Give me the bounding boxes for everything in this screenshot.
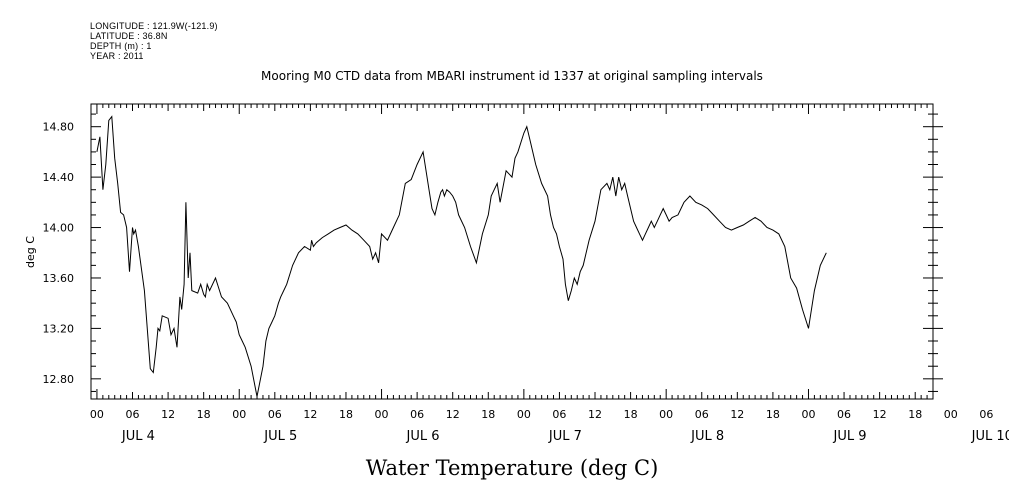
x-hour-tick-label: 00 — [90, 408, 104, 421]
x-hour-tick-label: 06 — [979, 408, 993, 421]
x-day-label: JUL 7 — [548, 429, 582, 444]
x-hour-tick-label: 18 — [908, 408, 922, 421]
longitude-text: LONGITUDE : 121.9W(-121.9) — [90, 21, 218, 31]
x-hour-tick-label: 00 — [517, 408, 531, 421]
year-text: YEAR : 2011 — [90, 51, 144, 61]
x-hour-tick-label: 06 — [126, 408, 140, 421]
x-hour-tick-label: 06 — [410, 408, 424, 421]
x-hour-tick-label: 06 — [552, 408, 566, 421]
x-hour-tick-label: 18 — [197, 408, 211, 421]
y-tick-label: 13.20 — [43, 322, 75, 335]
metadata-block: LONGITUDE : 121.9W(-121.9) LATITUDE : 36… — [90, 21, 218, 61]
x-day-label: JUL 5 — [263, 429, 297, 444]
x-day-label: JUL 10 — [971, 429, 1009, 444]
x-hour-tick-label: 00 — [944, 408, 958, 421]
x-hour-tick-label: 06 — [837, 408, 851, 421]
x-hour-tick-label: 18 — [766, 408, 780, 421]
x-hour-tick-label: 18 — [481, 408, 495, 421]
x-hour-tick-label: 18 — [339, 408, 353, 421]
axis-tick-labels: 00 06 12 18 00 06 12 18 00 06 12 18 00 06 12 18 00 06 12 18… — [43, 121, 1009, 444]
x-hour-tick-label: 00 — [232, 408, 246, 421]
x-axis-label: Water Temperature (deg C) — [366, 456, 659, 480]
y-tick-label: 14.80 — [43, 121, 75, 134]
water-temperature-line — [96, 115, 827, 397]
x-hour-tick-label: 12 — [446, 408, 460, 421]
x-hour-tick-label: 18 — [624, 408, 638, 421]
x-hour-tick-label: 06 — [268, 408, 282, 421]
y-axis-label: deg C — [24, 236, 37, 268]
x-hour-tick-label: 00 — [375, 408, 389, 421]
y-tick-label: 14.00 — [43, 222, 75, 235]
x-day-label: JUL 4 — [121, 429, 155, 444]
x-hour-tick-label: 12 — [588, 408, 602, 421]
x-hour-tick-label: 12 — [303, 408, 317, 421]
y-tick-label: 13.60 — [43, 272, 75, 285]
y-tick-label: 14.40 — [43, 171, 75, 184]
y-tick-label: 12.80 — [43, 373, 75, 386]
x-day-label: JUL 6 — [406, 429, 440, 444]
x-hour-tick-label: 12 — [873, 408, 887, 421]
x-hour-tick-label: 12 — [161, 408, 175, 421]
x-hour-tick-label: 06 — [695, 408, 709, 421]
latitude-text: LATITUDE : 36.8N — [90, 31, 168, 41]
depth-text: DEPTH (m) : 1 — [90, 41, 152, 51]
axis-ticks — [91, 104, 943, 399]
x-hour-tick-label: 12 — [730, 408, 744, 421]
chart-title: Mooring M0 CTD data from MBARI instrumen… — [261, 69, 763, 83]
x-hour-tick-label: 00 — [659, 408, 673, 421]
plot-frame — [90, 103, 934, 400]
x-hour-tick-label: 00 — [801, 408, 815, 421]
x-day-label: JUL 8 — [690, 429, 724, 444]
x-day-label: JUL 9 — [832, 429, 866, 444]
